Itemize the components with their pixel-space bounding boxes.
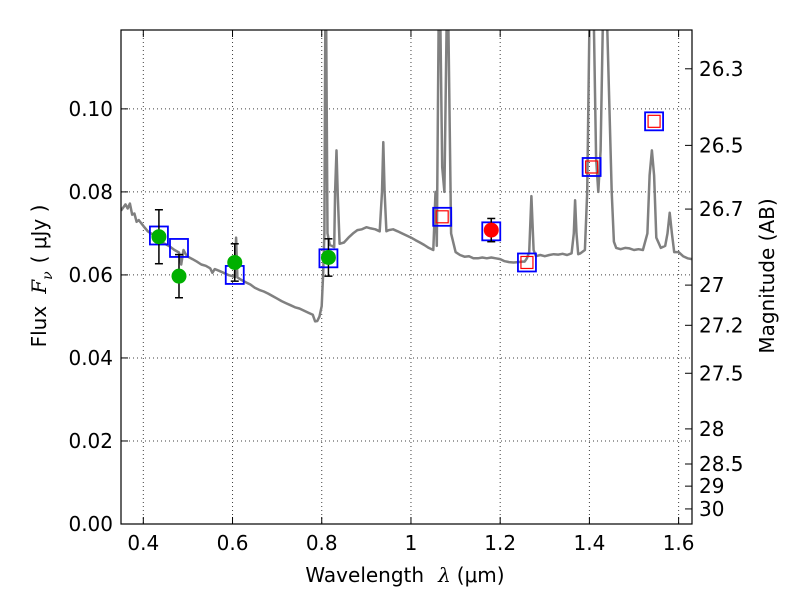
magnitude-tick-label: 30 [699,497,724,521]
x-tick-label: 1 [405,531,418,555]
x-tick-label: 1.6 [663,531,695,555]
magnitude-tick-label: 28 [699,417,724,441]
y-tick-label: 0.08 [68,180,113,204]
observed-upper-square [435,210,449,224]
y-axis-label: FluxFν( μJy ) [27,205,56,348]
magnitude-tick-label: 29 [699,474,724,498]
axes: 0.4 0.6 0.8 1 1.2 1.4 1.6 0.00 0.02 0.04 0.06 0.08 0… [68,29,744,555]
plot-frame [120,29,693,525]
model-band-square [517,252,537,273]
y-tick-label: 0.04 [68,346,113,370]
observed-upper-square [647,114,661,128]
model-band-square [644,111,664,132]
x-tick-label: 0.8 [306,531,338,555]
y-tick-label: 0.10 [68,97,113,121]
magnitude-tick-label: 26.5 [699,133,744,157]
magnitude-tick-label: 28.5 [699,452,744,476]
x-tick-label: 0.6 [217,531,249,555]
x-tick-label: 0.4 [127,531,159,555]
x-tick-label: 1.2 [484,531,516,555]
observed-red-point [483,222,499,238]
x-tick-label: 1.4 [573,531,605,555]
observed-green-point [320,249,336,265]
magnitude-tick-label: 26.7 [699,197,744,221]
y-tick-label: 0.06 [68,263,113,287]
marker-layer [149,111,664,299]
magnitude-tick-label: 26.3 [699,57,744,81]
model-band-square [432,206,453,227]
y-tick-label: 0.02 [68,429,113,453]
model-band-square [581,157,602,177]
observed-green-point [171,268,187,284]
x-axis-label: Wavelength λ (μm) [305,563,504,587]
observed-green-point [151,229,167,245]
observed-upper-square [585,160,599,174]
magnitude-tick-label: 27.5 [699,361,744,385]
observed-green-point [227,254,243,270]
y2-axis-label: Magnitude (AB) [755,198,779,353]
magnitude-tick-label: 27.2 [699,313,744,337]
y-tick-label: 0.00 [68,512,113,536]
magnitude-tick-label: 27 [699,273,724,297]
observed-upper-square [520,255,534,270]
